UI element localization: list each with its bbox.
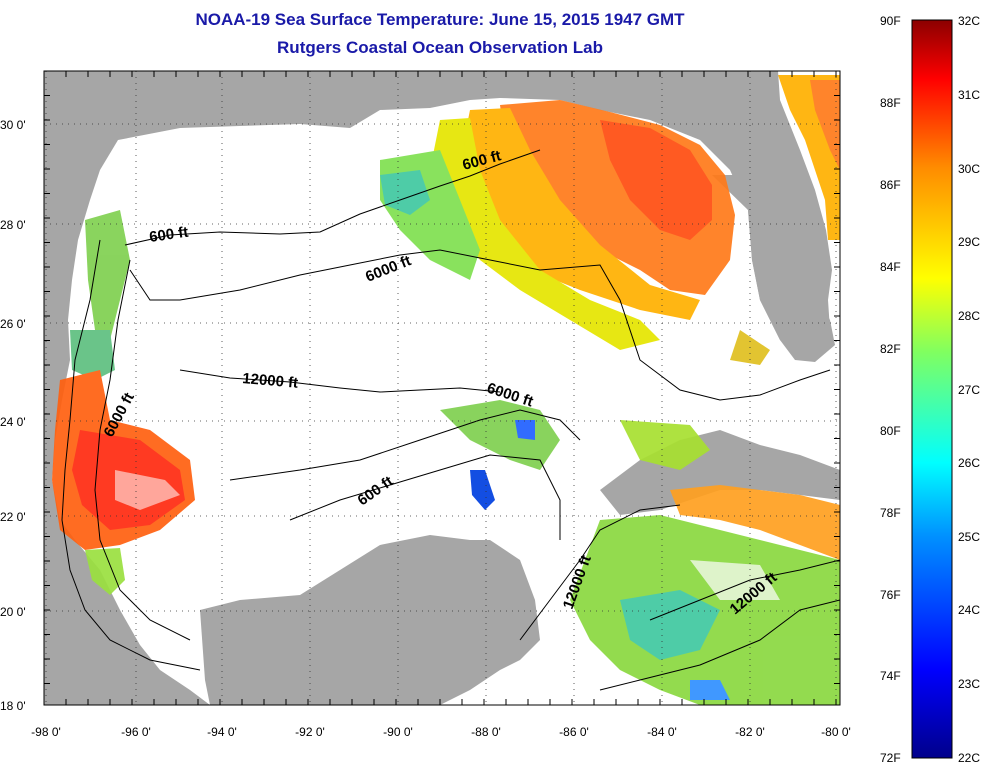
sst-data [52,75,840,705]
cb-c-label: 24C [958,603,980,617]
contour-12000ft-carib-b [599,599,840,691]
map-area: 600 ft 600 ft 6000 ft 12000 ft 6000 ft 6… [44,71,840,705]
cb-f-label: 90F [880,14,901,28]
cb-c-label: 25C [958,530,980,544]
yucatan-land [200,535,540,705]
cb-f-label: 88F [880,96,901,110]
cb-c-label: 22C [958,751,980,765]
contour-12000ft-carib-c [649,559,840,621]
cb-f-label: 82F [880,342,901,356]
cb-c-label: 28C [958,309,980,323]
cb-c-label: 23C [958,677,980,691]
contour-6000ft-south [229,409,581,481]
axis-ticks [43,70,840,705]
lat-label: 26 0' [0,317,26,331]
cb-f-label: 72F [880,751,901,765]
lon-label: -92 0' [295,725,325,739]
cb-c-label: 31C [958,88,980,102]
contour-600ft-north [124,149,541,246]
latitude-labels: 30 0' 28 0' 26 0' 24 0' 22 0' 20 0' 18 0… [0,118,26,713]
contour-6000ft-north [129,249,831,401]
lat-label: 20 0' [0,605,26,619]
cb-f-label: 78F [880,506,901,520]
lon-label: -90 0' [383,725,413,739]
contour-west-inner [94,259,191,641]
cb-c-label: 27C [958,383,980,397]
cb-c-label: 29C [958,235,980,249]
cb-f-label: 84F [880,260,901,274]
cb-f-label: 74F [880,669,901,683]
lat-label: 18 0' [0,699,26,713]
longitude-labels: -98 0' -96 0' -94 0' -92 0' -90 0' -88 0… [31,725,851,739]
map-frame [43,70,841,706]
lat-label: 24 0' [0,415,26,429]
cb-c-label: 32C [958,14,980,28]
lon-label: -94 0' [207,725,237,739]
cb-c-label: 30C [958,162,980,176]
contour-west-outer [61,239,201,671]
contour-600ft-south [289,454,561,540]
lon-label: -96 0' [121,725,151,739]
colorbar [911,19,953,759]
florida-land [712,170,835,362]
lon-label: -98 0' [31,725,61,739]
cb-f-label: 80F [880,424,901,438]
lon-label: -88 0' [471,725,501,739]
lat-label: 22 0' [0,510,26,524]
map-subtitle: Rutgers Coastal Ocean Observation Lab [277,38,603,57]
cb-f-label: 76F [880,588,901,602]
lon-label: -84 0' [647,725,677,739]
map-title: NOAA-19 Sea Surface Temperature: June 15… [195,10,685,29]
graticule [44,71,840,705]
contour-12000ft-carib-a [519,504,681,641]
bathymetry-contours [61,149,840,691]
lon-label: -80 0' [821,725,851,739]
lon-label: -86 0' [559,725,589,739]
colorbar-f-labels: 90F 88F 86F 84F 82F 80F 78F 76F 74F 72F [880,14,901,765]
lat-label: 30 0' [0,118,26,132]
cb-f-label: 86F [880,178,901,192]
colorbar-c-labels: 32C 31C 30C 29C 28C 27C 26C 25C 24C 23C … [958,14,980,765]
contour-label: 12000 ft [242,370,299,392]
cb-c-label: 26C [958,456,980,470]
lat-label: 28 0' [0,218,26,232]
contour-12000ft [179,369,501,393]
contour-label: 600 ft [148,224,189,246]
lon-label: -82 0' [735,725,765,739]
